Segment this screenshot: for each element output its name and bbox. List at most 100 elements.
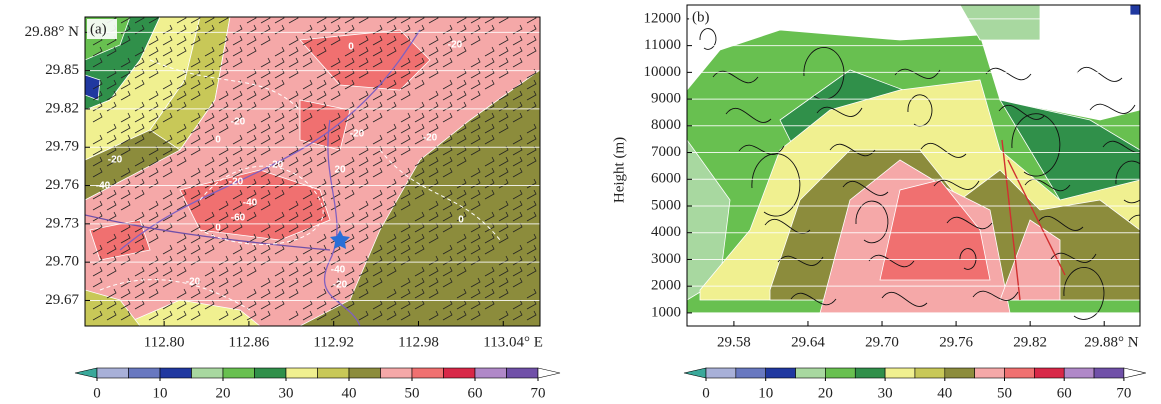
y-tick-label: 9000 (651, 91, 681, 107)
colorbar-tick-label: 0 (93, 385, 101, 401)
x-tick-label: 112.98 (398, 334, 439, 350)
colorbar-bin (975, 368, 1005, 378)
colorbar-bin (349, 368, 381, 378)
plot-area: 0-20-20-20-200-20-2020-40-20-40-6000-40-… (85, 14, 540, 326)
colorbar-bin (796, 368, 826, 378)
contour-label: -20 (448, 40, 463, 51)
colorbar-bin (736, 368, 766, 378)
panel-label: (b) (692, 9, 710, 25)
colorbar-bin (160, 368, 192, 378)
colorbar-bin (706, 368, 736, 378)
colorbar-bin (885, 368, 915, 378)
x-tick-label: 29.76 (939, 334, 973, 350)
colorbar-under (75, 368, 97, 378)
colorbar-bin (507, 368, 539, 378)
colorbar-tick-label: 70 (1116, 385, 1131, 401)
panel-label: (a) (90, 21, 107, 37)
y-tick-label: 29.67 (45, 292, 79, 308)
y-tick-label: 7000 (651, 144, 681, 160)
colorbar-bin (255, 368, 287, 378)
colorbar-bin (1034, 368, 1064, 378)
colorbar-tick-label: 30 (878, 385, 893, 401)
y-tick-label: 29.85 (45, 62, 79, 78)
contour-label: 0 (215, 135, 221, 146)
y-tick-label: 8000 (651, 117, 681, 133)
colorbar-tick-label: 20 (216, 385, 231, 401)
y-tick-label: 29.79 (45, 139, 79, 155)
contour-label: 20 (334, 165, 346, 176)
x-tick-label: 112.80 (144, 334, 185, 350)
contour-label: -20 (186, 277, 201, 288)
y-tick-label: 2000 (651, 278, 681, 294)
y-tick-label: 29.76 (45, 177, 79, 193)
x-tick-label: 113.04° E (483, 334, 543, 350)
x-tick-label: 112.86 (229, 334, 270, 350)
colorbar-bin (381, 368, 413, 378)
x-tick-label: 29.70 (865, 334, 899, 350)
colorbar-tick-label: 10 (758, 385, 773, 401)
colorbar-tick-label: 50 (997, 385, 1012, 401)
colorbar-tick-label: 40 (342, 385, 357, 401)
x-tick-label: 29.64 (791, 334, 825, 350)
colorbar-bin (318, 368, 350, 378)
colorbar-bin (825, 368, 855, 378)
colorbar-tick-label: 40 (937, 385, 952, 401)
y-tick-label: 1000 (651, 304, 681, 320)
contour-label: -20 (350, 129, 365, 140)
colorbar-bin (412, 368, 444, 378)
contour-label: -20 (269, 160, 284, 171)
y-tick-label: 11000 (644, 37, 681, 53)
colorbar-tick-label: 50 (405, 385, 420, 401)
contour-label: -20 (108, 155, 123, 166)
contour-label: -40 (96, 181, 111, 192)
figure: Height (m) 0 -20 -20 -20 -20 0 -20 -20 20 -40 -20 -… (0, 0, 1161, 404)
colorbar-bin (223, 368, 255, 378)
y-tick-label: 29.82 (45, 100, 79, 116)
contour-label: -40 (331, 265, 346, 276)
colorbar-bin (855, 368, 885, 378)
colorbar-bin (766, 368, 796, 378)
colorbar-under (684, 368, 706, 378)
colorbar-bin (915, 368, 945, 378)
colorbar-bin (286, 368, 318, 378)
colorbar-bin (129, 368, 161, 378)
colorbar-bin (1005, 368, 1035, 378)
colorbar-tick-label: 0 (702, 385, 710, 401)
contour-label: -20 (423, 133, 438, 144)
colorbar-bin (1064, 368, 1094, 378)
colorbar-tick-label: 20 (818, 385, 833, 401)
x-tick-label: 29.58 (717, 334, 751, 350)
colorbar-bin (945, 368, 975, 378)
colorbar-tick-label: 30 (279, 385, 294, 401)
x-tick-label: 29.88° N (1084, 334, 1138, 350)
colorbar-over (538, 368, 560, 378)
colorbar-tick-label: 60 (1057, 385, 1072, 401)
contour-label: -60 (231, 213, 246, 224)
colorbar-over (1124, 368, 1146, 378)
colorbar-bin (475, 368, 507, 378)
colorbar-tick-label: 70 (531, 385, 546, 401)
colorbar-bin (192, 368, 224, 378)
contour-label: -20 (333, 280, 348, 291)
y-tick-label: 29.73 (45, 215, 79, 231)
colorbar-bin (444, 368, 476, 378)
y-tick-label: 3000 (651, 251, 681, 267)
contour-label: -40 (243, 198, 258, 209)
y-axis-label: Height (m) (611, 137, 627, 203)
colorbar-bin (97, 368, 129, 378)
y-tick-label: 29.70 (45, 254, 79, 270)
x-tick-label: 112.92 (313, 334, 354, 350)
y-tick-label: 4000 (651, 224, 681, 240)
y-tick-label: 5000 (651, 197, 681, 213)
y-tick-label: 29.88° N (25, 24, 79, 40)
reflectivity-region (1130, 5, 1140, 15)
y-tick-label: 6000 (651, 171, 681, 187)
plot-area (687, 5, 1161, 326)
colorbar-tick-label: 10 (153, 385, 168, 401)
contour-label: 0 (348, 42, 354, 53)
y-tick-label: 12000 (644, 10, 682, 26)
x-tick-label: 29.82 (1013, 334, 1047, 350)
colorbar-tick-label: 60 (468, 385, 483, 401)
contour-label: -20 (231, 117, 246, 128)
colorbar-bin (1094, 368, 1124, 378)
